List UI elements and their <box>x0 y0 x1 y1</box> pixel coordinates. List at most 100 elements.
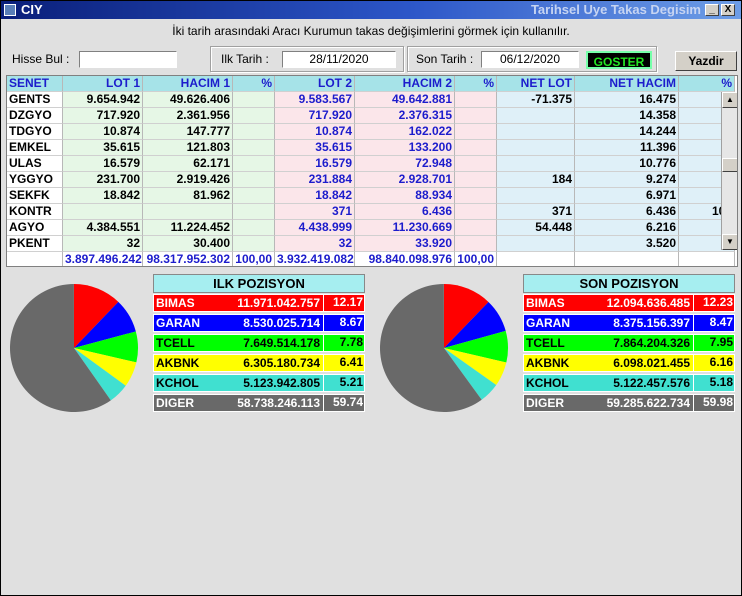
table-row-cell[interactable]: 88.934 <box>355 188 455 204</box>
table-row-cell[interactable] <box>497 124 575 140</box>
header-cell[interactable]: NET LOT <box>497 76 575 92</box>
table-row-cell[interactable]: 10.874 <box>275 124 355 140</box>
table-row-cell[interactable]: 6.216 <box>575 220 679 236</box>
table-row-cell[interactable]: 147.777 <box>143 124 233 140</box>
table-row-cell[interactable]: 33.920 <box>355 236 455 252</box>
table-row-cell[interactable] <box>233 124 275 140</box>
table-row-cell[interactable] <box>497 140 575 156</box>
totals-row-cell[interactable]: 3.897.496.242 <box>63 252 143 266</box>
table-row-cell[interactable]: 717.920 <box>63 108 143 124</box>
table-row-cell[interactable] <box>455 220 497 236</box>
table-row-cell[interactable] <box>455 140 497 156</box>
minimize-button[interactable]: _ <box>705 4 719 16</box>
table-row-cell[interactable] <box>455 124 497 140</box>
table-row-cell[interactable]: 717.920 <box>275 108 355 124</box>
table-row-cell[interactable]: 11.230.669 <box>355 220 455 236</box>
table-row-cell[interactable]: EMKEL <box>7 140 63 156</box>
table-row-cell[interactable]: 18.842 <box>275 188 355 204</box>
table-row-cell[interactable] <box>497 236 575 252</box>
vertical-scrollbar[interactable]: ▲ ▼ <box>721 92 737 250</box>
header-cell[interactable]: % <box>455 76 497 92</box>
table-row-cell[interactable]: 11.396 <box>575 140 679 156</box>
table-row-cell[interactable] <box>455 92 497 108</box>
close-button[interactable]: X <box>721 4 735 16</box>
table-row-cell[interactable]: 18.842 <box>63 188 143 204</box>
table-row-cell[interactable]: 184 <box>497 172 575 188</box>
totals-row-cell[interactable] <box>679 252 735 266</box>
table-row-cell[interactable]: 9.583.567 <box>275 92 355 108</box>
table-row-cell[interactable]: 121.803 <box>143 140 233 156</box>
data-grid[interactable]: SENET LOT 1 HACIM 1% LOT 2 HACIM 2% NET LOT NE… <box>6 75 738 267</box>
table-row-cell[interactable]: -71.375 <box>497 92 575 108</box>
totals-row-cell[interactable] <box>497 252 575 266</box>
table-row-cell[interactable]: 62.171 <box>143 156 233 172</box>
table-row-cell[interactable]: 10.776 <box>575 156 679 172</box>
table-row-cell[interactable] <box>63 204 143 220</box>
scroll-thumb[interactable] <box>722 158 737 172</box>
table-row-cell[interactable]: 162.022 <box>355 124 455 140</box>
down-arrow-icon[interactable]: ▼ <box>722 234 737 250</box>
table-row-cell[interactable]: 35.615 <box>63 140 143 156</box>
table-row-cell[interactable]: 54.448 <box>497 220 575 236</box>
header-cell[interactable]: HACIM 2 <box>355 76 455 92</box>
table-row-cell[interactable]: 371 <box>497 204 575 220</box>
title-bar[interactable]: CIY Tarihsel Uye Takas Degisim _ X <box>1 1 741 19</box>
table-row-cell[interactable]: 4.384.551 <box>63 220 143 236</box>
totals-row-cell[interactable] <box>7 252 63 266</box>
header-cell[interactable]: % <box>679 76 735 92</box>
table-row-cell[interactable]: 72.948 <box>355 156 455 172</box>
table-row-cell[interactable]: TDGYO <box>7 124 63 140</box>
table-row-cell[interactable]: PKENT <box>7 236 63 252</box>
table-row-cell[interactable] <box>233 172 275 188</box>
table-row-cell[interactable]: 81.962 <box>143 188 233 204</box>
header-cell[interactable]: HACIM 1 <box>143 76 233 92</box>
table-row-cell[interactable]: 32 <box>275 236 355 252</box>
table-row-cell[interactable]: 35.615 <box>275 140 355 156</box>
table-row-cell[interactable]: AGYO <box>7 220 63 236</box>
totals-row-cell[interactable]: 100,00 <box>233 252 275 266</box>
table-row-cell[interactable]: 2.928.701 <box>355 172 455 188</box>
table-row-cell[interactable] <box>455 108 497 124</box>
table-row-cell[interactable]: 11.224.452 <box>143 220 233 236</box>
table-row-cell[interactable]: 2.361.956 <box>143 108 233 124</box>
header-cell[interactable]: % <box>233 76 275 92</box>
table-row-cell[interactable]: 49.626.406 <box>143 92 233 108</box>
table-row-cell[interactable]: 49.642.881 <box>355 92 455 108</box>
table-row-cell[interactable]: 16.579 <box>63 156 143 172</box>
table-row-cell[interactable] <box>233 220 275 236</box>
search-input[interactable] <box>79 51 177 68</box>
totals-row-cell[interactable]: 98.840.098.976 <box>355 252 455 266</box>
table-row-cell[interactable]: 14.244 <box>575 124 679 140</box>
table-row-cell[interactable]: KONTR <box>7 204 63 220</box>
table-row-cell[interactable] <box>455 204 497 220</box>
table-row-cell[interactable]: 2.919.426 <box>143 172 233 188</box>
totals-row-cell[interactable]: 3.932.419.082 <box>275 252 355 266</box>
print-button[interactable]: Yazdir <box>675 51 737 71</box>
totals-row-cell[interactable]: 100,00 <box>455 252 497 266</box>
table-row-cell[interactable] <box>497 108 575 124</box>
table-row-cell[interactable]: 6.971 <box>575 188 679 204</box>
table-row-cell[interactable]: 133.200 <box>355 140 455 156</box>
table-row-cell[interactable] <box>233 108 275 124</box>
table-row-cell[interactable]: 231.700 <box>63 172 143 188</box>
header-cell[interactable]: LOT 2 <box>275 76 355 92</box>
table-row-cell[interactable]: DZGYO <box>7 108 63 124</box>
table-row-cell[interactable]: 9.274 <box>575 172 679 188</box>
table-row-cell[interactable]: 6.436 <box>355 204 455 220</box>
table-row-cell[interactable]: 32 <box>63 236 143 252</box>
table-row-cell[interactable] <box>455 188 497 204</box>
totals-row-cell[interactable]: 98.317.952.302 <box>143 252 233 266</box>
end-date-field[interactable]: 06/12/2020 <box>481 51 579 68</box>
table-row-cell[interactable] <box>455 172 497 188</box>
table-row-cell[interactable]: 3.520 <box>575 236 679 252</box>
table-row-cell[interactable] <box>455 236 497 252</box>
header-cell[interactable]: SENET <box>7 76 63 92</box>
table-row-cell[interactable] <box>233 140 275 156</box>
table-row-cell[interactable]: 30.400 <box>143 236 233 252</box>
up-arrow-icon[interactable]: ▲ <box>722 92 737 108</box>
table-row-cell[interactable]: 231.884 <box>275 172 355 188</box>
table-row-cell[interactable] <box>233 188 275 204</box>
table-row-cell[interactable] <box>497 188 575 204</box>
totals-row-cell[interactable] <box>575 252 679 266</box>
table-row-cell[interactable]: 2.376.315 <box>355 108 455 124</box>
